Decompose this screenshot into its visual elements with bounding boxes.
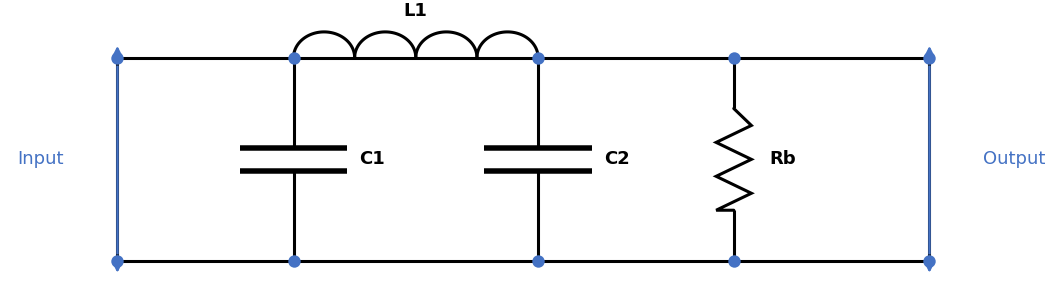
Text: L1: L1	[403, 2, 428, 20]
Text: C2: C2	[604, 150, 629, 168]
Point	[530, 259, 547, 263]
Point	[285, 259, 302, 263]
Point	[725, 55, 742, 60]
Point	[109, 259, 126, 263]
Point	[285, 55, 302, 60]
Point	[921, 259, 938, 263]
Point	[725, 259, 742, 263]
Text: C1: C1	[359, 150, 384, 168]
Text: Input: Input	[17, 150, 63, 168]
Point	[530, 55, 547, 60]
Point	[109, 55, 126, 60]
Text: Rb: Rb	[769, 150, 795, 168]
Point	[921, 55, 938, 60]
Text: Output: Output	[983, 150, 1045, 168]
